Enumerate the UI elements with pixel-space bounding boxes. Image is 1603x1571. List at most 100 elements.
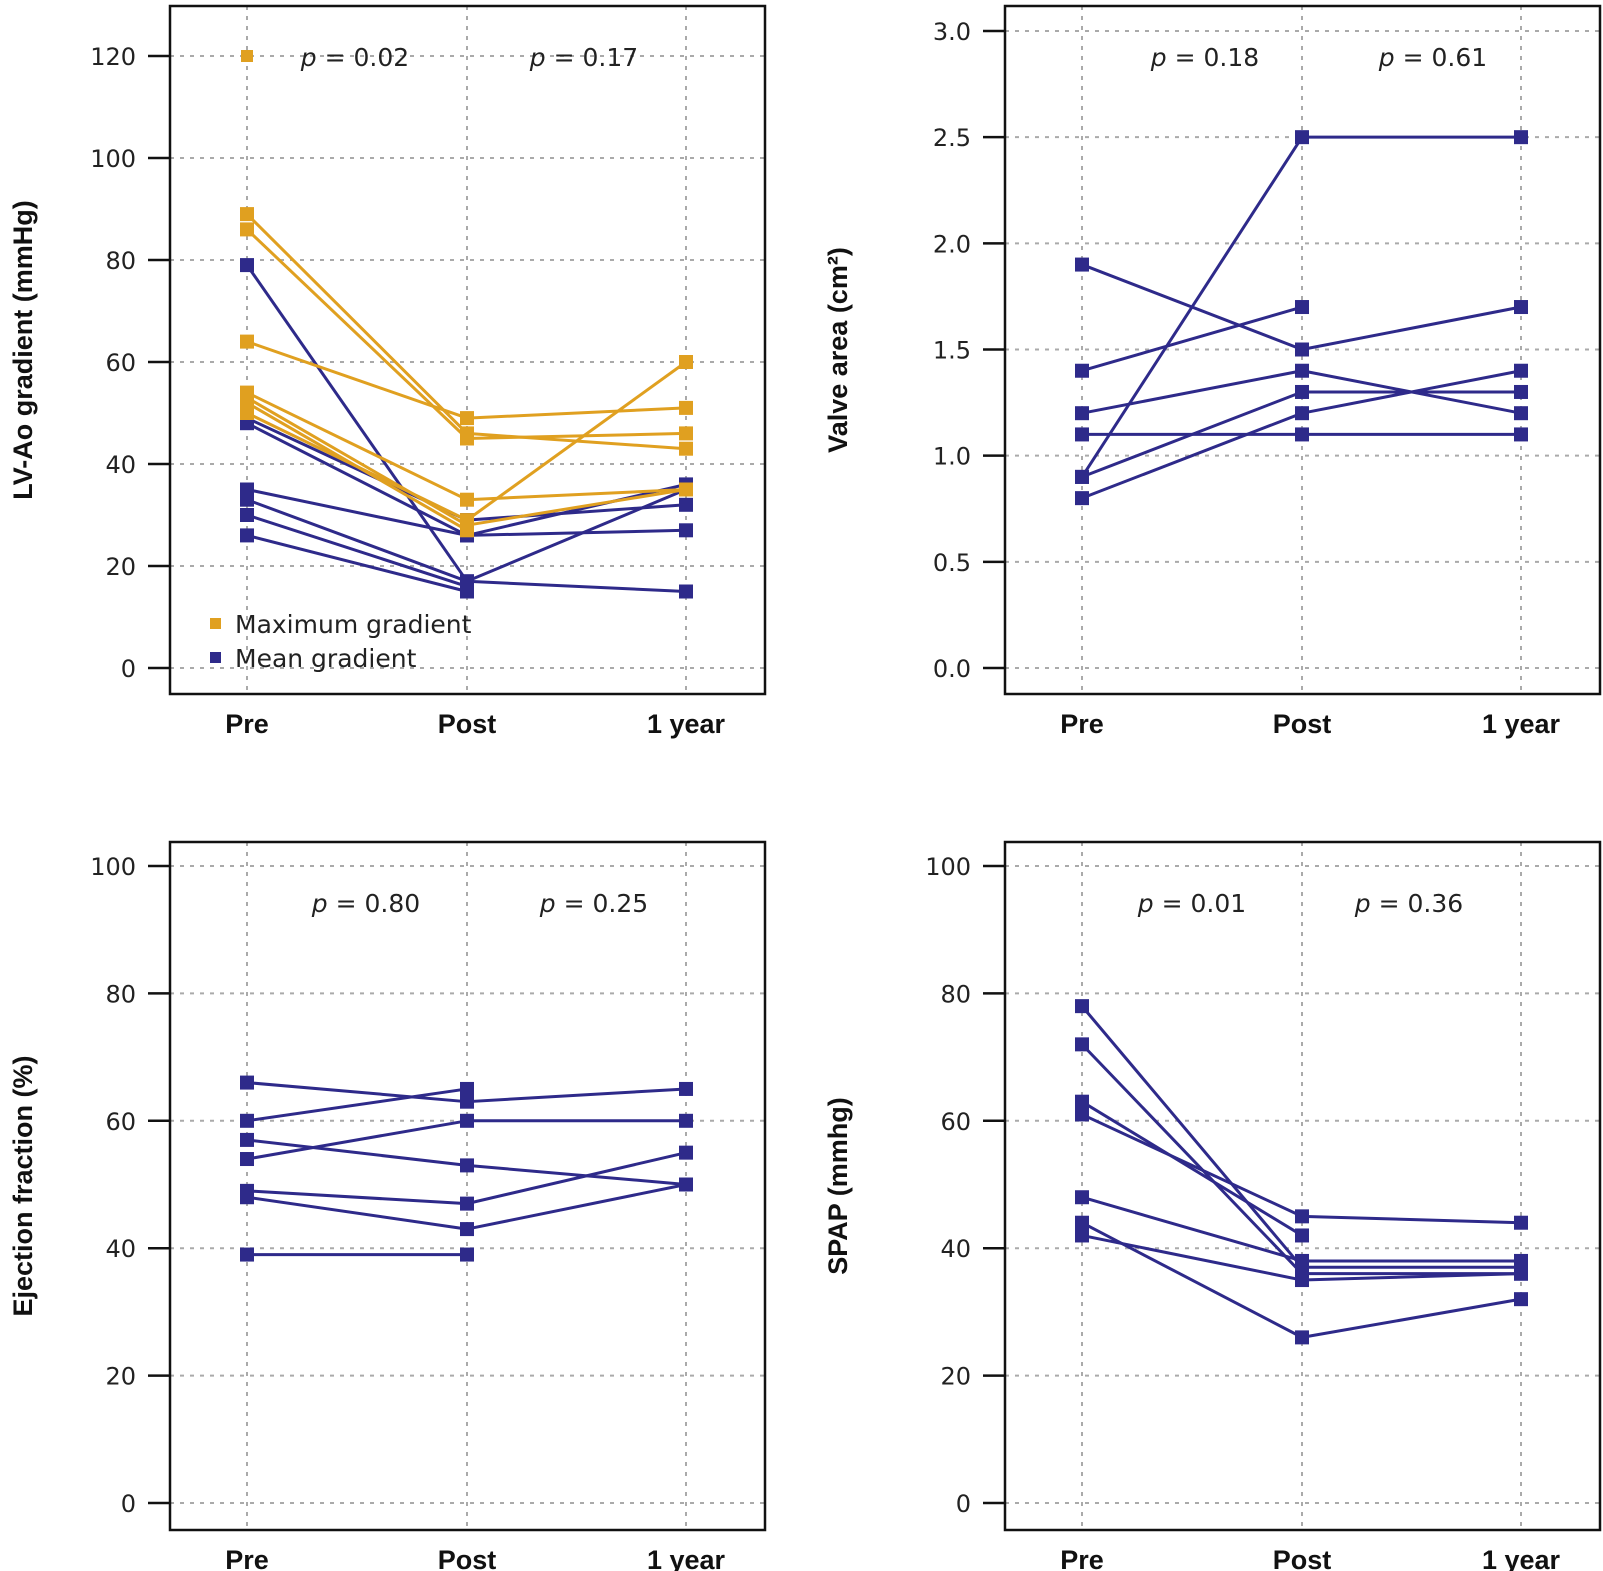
y-tick-label: 0: [121, 655, 136, 683]
data-point: [240, 258, 254, 273]
x-tick-label: 1 year: [1482, 709, 1561, 739]
series-segment: [466, 1183, 687, 1231]
panel-spap: 0 20 40 60 80 100 Pre Post 1 year SPAP (mmhg) p = …: [823, 840, 1602, 1571]
data-point: [460, 584, 474, 599]
data-point: [240, 395, 254, 410]
data-point: [1075, 427, 1089, 442]
y-tick-label: 80: [940, 980, 971, 1008]
series-segment: [466, 406, 687, 420]
data-point: [240, 1075, 254, 1090]
x-tick-label: Pre: [225, 1545, 269, 1571]
series-segment: [1081, 390, 1303, 479]
data-point: [460, 431, 474, 446]
series-segment: [246, 340, 468, 420]
series-segment: [245, 213, 469, 435]
x-tick-label: 1 year: [1482, 1545, 1561, 1571]
series-line-mean: [1075, 1228, 1528, 1288]
panel-valve: 0.0 0.5 1.0 1.5 2.0 2.5 3.0 Pre Post 1 year Valve …: [823, 4, 1602, 739]
series-segment: [466, 360, 687, 522]
data-point: [1295, 1253, 1309, 1268]
y-axis-title: LV-Ao gradient (mmHg): [8, 200, 38, 500]
legend: Maximum gradient Mean gradient: [210, 50, 472, 673]
series-line-mean: [1075, 1190, 1528, 1268]
y-tick-label: 0.0: [933, 655, 971, 683]
series-line-max: [240, 334, 693, 426]
p-value-annotation: p = 0.25: [539, 889, 648, 918]
y-axis-title: SPAP (mmhg): [823, 1097, 853, 1275]
legend-marker-mean: [210, 652, 221, 663]
data-point: [1075, 406, 1089, 421]
y-tick-label: 2.5: [933, 124, 971, 152]
panel-lvao: 0 20 40 60 80 100 120 Pre Post 1 year LV-Ao gradie…: [8, 4, 767, 739]
y-tick-label: 1.0: [933, 443, 971, 471]
data-point: [679, 426, 693, 441]
data-point: [679, 482, 693, 497]
data-point: [1075, 1094, 1089, 1109]
series-line-mean: [1075, 363, 1528, 506]
data-point: [460, 1158, 474, 1173]
y-tick-label: 0: [121, 1490, 136, 1518]
series-line-mean: [1075, 300, 1309, 378]
series-segment: [246, 421, 468, 537]
p-value-annotation: p = 0.80: [311, 889, 420, 918]
y-axis-title: Ejection fraction (%): [8, 1055, 38, 1316]
x-tick-label: Post: [438, 709, 497, 739]
series-segment: [246, 401, 468, 532]
data-point: [1295, 1209, 1309, 1224]
data-point: [679, 355, 693, 369]
series-segment: [466, 482, 687, 537]
legend-label: Mean gradient: [235, 644, 417, 673]
data-point: [679, 400, 693, 415]
series-segment: [466, 1163, 687, 1186]
series-segment: [466, 1151, 687, 1206]
data-point: [1514, 1292, 1528, 1307]
y-tick-label: 40: [105, 451, 136, 479]
x-tick-label: Post: [438, 1545, 497, 1571]
data-point: [460, 492, 474, 507]
data-point: [1295, 427, 1309, 442]
series-segment: [1081, 1195, 1303, 1263]
series-line-mean: [240, 1177, 693, 1237]
x-tick-label: Post: [1273, 1545, 1332, 1571]
data-point: [240, 528, 254, 543]
series-line-max: [240, 395, 474, 538]
data-point: [679, 1177, 693, 1192]
data-point: [1295, 384, 1309, 399]
series-segment: [245, 228, 469, 440]
data-point: [1514, 1215, 1528, 1230]
series-segment: [466, 488, 687, 527]
plot-frame: [168, 4, 767, 696]
data-point: [460, 1113, 474, 1128]
data-point: [1295, 342, 1309, 357]
series-segment: [246, 1087, 468, 1123]
series-line-mean: [240, 1081, 474, 1128]
p-value-annotation: p = 0.17: [529, 43, 638, 72]
y-tick-label: 0: [956, 1490, 971, 1518]
series-segment: [1080, 1043, 1304, 1275]
series-segment: [246, 488, 468, 537]
data-point: [1514, 130, 1528, 145]
data-point: [679, 497, 693, 512]
data-point: [240, 334, 254, 349]
data-point: [460, 1196, 474, 1211]
series-line-mean: [240, 1075, 693, 1109]
data-point: [1295, 300, 1309, 315]
y-axis-title: Valve area (cm²): [823, 247, 853, 453]
series-segment: [466, 488, 687, 502]
y-tick-label: 60: [940, 1108, 971, 1136]
y-tick-label: 60: [105, 1108, 136, 1136]
y-tick-label: 80: [105, 980, 136, 1008]
series-segment: [1301, 1272, 1522, 1282]
series-segment: [1081, 1233, 1303, 1282]
data-point: [460, 1222, 474, 1237]
data-point: [1075, 1228, 1089, 1243]
y-tick-label: 100: [90, 145, 136, 173]
y-tick-label: 60: [105, 349, 136, 377]
data-point: [460, 1081, 474, 1096]
data-point: [460, 411, 474, 426]
y-tick-label: 0.5: [933, 549, 971, 577]
y-tick-label: 80: [105, 247, 136, 275]
data-point: [240, 1190, 254, 1205]
data-point: [1075, 1107, 1089, 1122]
data-point: [1295, 1330, 1309, 1345]
